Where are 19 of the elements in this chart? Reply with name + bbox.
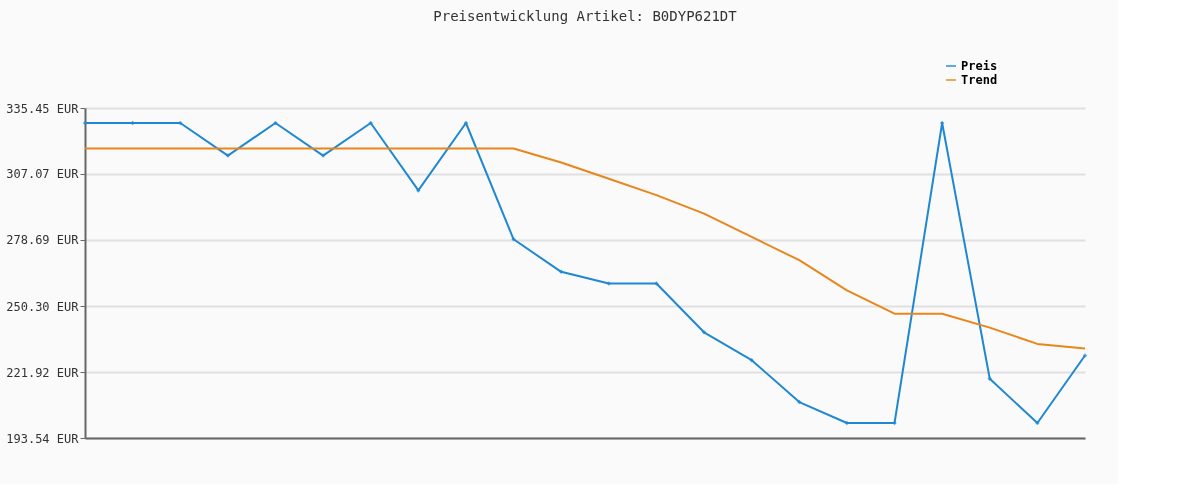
y-tick-label: 307.07 EUR: [6, 167, 80, 182]
point: [178, 120, 183, 126]
y-tick-label: 278.69 EUR: [6, 233, 80, 248]
legend-label: Trend: [961, 73, 998, 87]
line-series: [84, 147, 1086, 350]
legend-label: Preis: [961, 59, 998, 73]
point: [511, 237, 516, 242]
y-tick-label: 193.54 EUR: [6, 431, 80, 446]
y-tick-label: 221.92 EUR: [6, 365, 80, 380]
point: [416, 188, 421, 193]
chart-title: Preisentwicklung Artikel: B0DYP621DT: [433, 8, 738, 24]
point: [558, 269, 564, 275]
point: [701, 330, 707, 335]
point: [654, 281, 659, 286]
y-tick-label: 335.45 EUR: [6, 101, 80, 116]
point: [939, 120, 945, 126]
y-tick-label: 250.30 EUR: [6, 299, 80, 314]
point: [749, 357, 754, 363]
point: [987, 376, 992, 382]
